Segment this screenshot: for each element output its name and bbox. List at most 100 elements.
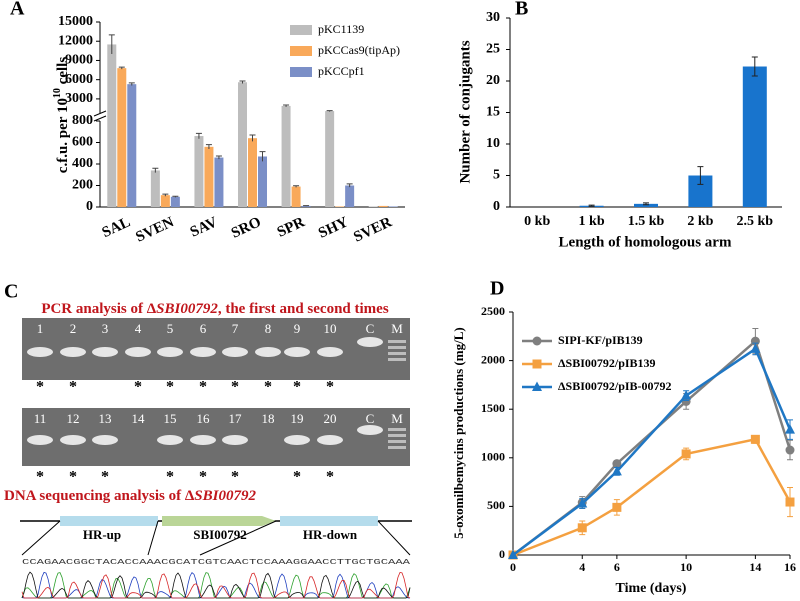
legend-label: pKC1139 — [318, 22, 364, 36]
lane-label: 2 — [70, 321, 77, 336]
y-tick-label: 9000 — [65, 53, 93, 68]
lane-mark: * — [293, 379, 301, 396]
y-tick-label: 6000 — [65, 72, 93, 87]
lane-label: 7 — [232, 321, 239, 336]
error-bar — [249, 134, 256, 142]
marker — [750, 343, 761, 353]
gel-band — [317, 347, 343, 357]
y-tick-label: 0 — [86, 199, 93, 214]
gel-band — [388, 358, 406, 361]
heading: PCR analysis of ΔSBI00792, the first and… — [41, 301, 389, 317]
bar — [634, 203, 658, 207]
bar — [388, 206, 398, 207]
gel — [22, 318, 410, 380]
error-bar — [172, 195, 179, 198]
lane-label: M — [391, 411, 403, 426]
x-tick-label: 0 — [510, 560, 516, 574]
y-tick-label: 30 — [486, 10, 500, 25]
y-tick-label: 0 — [499, 547, 505, 561]
gel-band — [125, 347, 151, 357]
y-tick-label: 1000 — [481, 450, 505, 464]
y-tick-label: 5 — [493, 168, 500, 183]
x-tick-label: 1.5 kb — [628, 214, 665, 229]
error-bar — [303, 205, 310, 207]
lane-mark: * — [199, 469, 207, 486]
gel-band — [284, 347, 310, 357]
legend-marker — [532, 359, 542, 369]
lane-label: 9 — [294, 321, 301, 336]
marker — [577, 523, 587, 533]
gel-band — [284, 435, 310, 445]
lane-label: 1 — [37, 321, 44, 336]
panel-label: A — [10, 0, 25, 20]
bar — [368, 206, 378, 207]
x-axis-label: Time (days) — [616, 581, 687, 596]
heading: DNA sequencing analysis of ΔSBI00792 — [4, 488, 256, 504]
x-tick-label: SRO — [229, 214, 264, 242]
marker — [681, 390, 692, 400]
y-axis-label: Number of conjugants — [457, 40, 473, 183]
error-bar — [205, 144, 212, 149]
lane-label: 13 — [99, 411, 112, 426]
gel-band — [92, 435, 118, 445]
gel — [22, 408, 410, 466]
bar — [160, 195, 170, 207]
heading-part: SBI00792 — [194, 488, 256, 504]
error-bar — [215, 155, 222, 160]
gel-band — [190, 435, 216, 445]
lane-label: M — [391, 321, 403, 336]
x-tick-label: SVER — [351, 214, 394, 245]
lane-label: 20 — [324, 411, 337, 426]
gel-band — [388, 434, 406, 437]
lane-mark: * — [69, 379, 77, 396]
chromatogram-trace — [21, 571, 411, 599]
y-tick-label: 10 — [486, 136, 500, 151]
error-bar — [697, 166, 704, 185]
marker — [785, 445, 795, 455]
panel-label: B — [515, 0, 528, 20]
bar — [258, 156, 267, 207]
error-bar — [751, 56, 758, 77]
y-axis-label: c.f.u. per 1010 cells — [52, 57, 71, 174]
gel-band — [357, 337, 383, 347]
bar — [127, 84, 137, 207]
gel-band — [92, 347, 118, 357]
lane-mark: * — [36, 469, 44, 486]
error-bar — [283, 104, 290, 107]
gene-arrow — [162, 516, 276, 526]
segment-label: SBI00792 — [193, 527, 246, 542]
y-tick-label: 25 — [486, 42, 500, 57]
lane-mark: * — [134, 379, 142, 396]
y-tick-label: 800 — [72, 113, 93, 128]
bar — [335, 206, 345, 207]
y-tick-label: 20 — [486, 73, 500, 88]
error-bar — [108, 34, 115, 55]
x-tick-label: SAV — [188, 214, 220, 240]
marker — [577, 497, 588, 508]
marker — [750, 434, 760, 444]
x-tick-label: 10 — [680, 560, 692, 574]
y-tick-label: 15 — [486, 105, 500, 120]
gel-band — [388, 446, 406, 449]
bar — [238, 82, 247, 207]
lane-label: 16 — [197, 411, 211, 426]
y-label-sup: 10 — [52, 88, 63, 98]
gel-band — [255, 347, 281, 357]
error-bar — [643, 202, 649, 206]
gel-band — [27, 347, 53, 357]
y-tick-label: 1500 — [481, 401, 505, 415]
legend-swatch — [290, 46, 312, 56]
series-line — [512, 347, 792, 557]
bar — [150, 170, 160, 207]
lane-mark: * — [293, 469, 301, 486]
legend-swatch — [290, 67, 312, 77]
y-label-part: cells — [55, 57, 71, 88]
bar — [345, 185, 355, 207]
bar — [291, 186, 301, 207]
marker — [612, 502, 622, 512]
lane-label: 4 — [135, 321, 142, 336]
lane-label: 5 — [167, 321, 174, 336]
error-bar — [195, 132, 202, 139]
lane-label: 10 — [324, 321, 337, 336]
